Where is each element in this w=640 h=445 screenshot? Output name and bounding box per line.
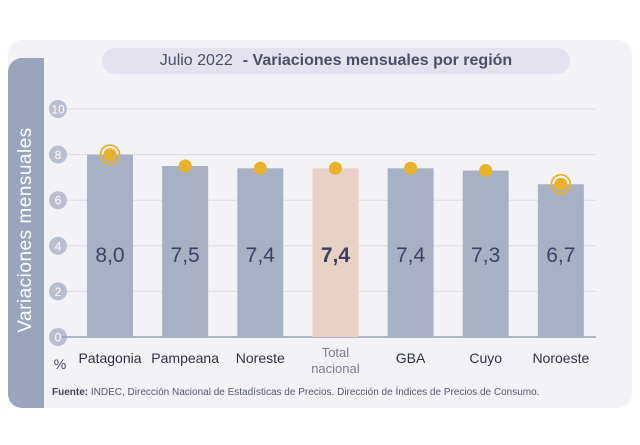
x-tick-label: Cuyo	[469, 350, 502, 366]
y-tick-circle	[49, 236, 67, 255]
y-tick-label: 0	[55, 331, 62, 345]
dot-ring	[99, 144, 121, 166]
source-text: INDEC, Dirección Nacional de Estadística…	[90, 387, 540, 398]
y-tick-label: 6	[55, 194, 62, 208]
title-subtitle: - Variaciones mensuales por región	[242, 52, 513, 69]
title-month: Julio 2022	[159, 52, 233, 69]
y-tick-label: 2	[55, 285, 62, 299]
data-label: 7,5	[171, 244, 200, 267]
data-dot	[404, 161, 418, 175]
source-note: Fuente: INDEC, Dirección Nacional de Est…	[52, 387, 539, 398]
bar	[312, 168, 359, 337]
x-tick-label: Patagonia	[78, 350, 141, 366]
x-tick-label: Total	[322, 345, 350, 360]
source-label: Fuente:	[52, 387, 89, 398]
bar	[462, 170, 509, 337]
data-dot	[103, 148, 117, 162]
data-dot	[479, 164, 493, 178]
y-tick-label: 8	[55, 148, 62, 162]
bar	[162, 166, 209, 337]
data-label: 8,0	[95, 244, 124, 267]
y-tick-circle	[49, 191, 67, 210]
data-dot	[554, 177, 568, 191]
data-label: 7,3	[471, 244, 500, 267]
bar	[87, 154, 133, 337]
x-tick-label: Pampeana	[151, 350, 219, 366]
data-label: 6,7	[546, 244, 575, 267]
x-tick-label: GBA	[396, 350, 426, 366]
bar	[387, 168, 434, 337]
y-unit-label: %	[54, 356, 66, 372]
x-tick-label: Noreste	[236, 350, 285, 366]
y-tick-circle	[49, 328, 67, 346]
x-tick-label: nacional	[311, 361, 360, 376]
data-label: 7,4	[321, 244, 351, 267]
data-label: 7,4	[246, 244, 276, 267]
bar	[237, 168, 284, 337]
chart-title: Julio 2022 - Variaciones mensuales por r…	[102, 48, 570, 74]
x-tick-label: Noroeste	[532, 350, 589, 366]
y-tick-circle	[49, 100, 67, 118]
y-axis-band	[8, 58, 44, 408]
bar	[537, 184, 584, 337]
data-label: 7,4	[396, 244, 426, 267]
y-tick-label: 4	[55, 239, 62, 253]
data-dot	[328, 161, 342, 175]
data-dot	[253, 161, 267, 175]
y-tick-circle	[49, 282, 67, 301]
dot-ring	[550, 173, 572, 195]
y-tick-label: 10	[51, 103, 65, 117]
y-tick-circle	[49, 145, 67, 164]
data-dot	[178, 159, 192, 173]
